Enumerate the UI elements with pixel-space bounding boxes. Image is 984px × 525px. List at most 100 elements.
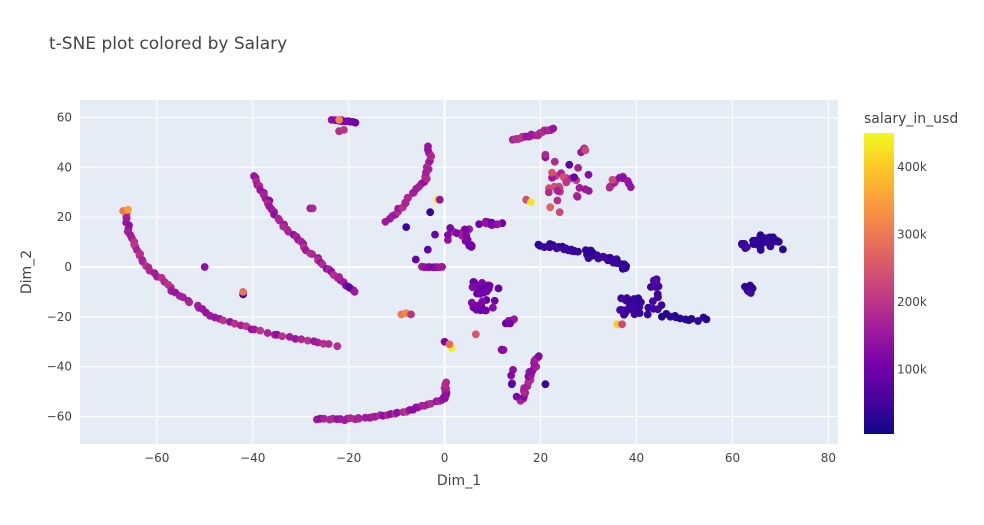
y-tick-label: 20 — [57, 210, 72, 224]
data-point — [750, 236, 759, 245]
data-point — [625, 296, 634, 305]
data-point — [584, 254, 593, 262]
data-point — [426, 208, 435, 217]
colorbar-tick-label: 300k — [897, 227, 927, 241]
y-tick-label: −20 — [47, 310, 72, 324]
data-point — [548, 168, 556, 177]
data-point — [617, 305, 625, 314]
data-point — [574, 163, 582, 172]
data-point — [550, 157, 559, 166]
data-point — [562, 178, 571, 187]
x-tick-label: 80 — [821, 451, 836, 465]
data-point — [219, 316, 228, 325]
data-point — [308, 250, 316, 258]
data-point — [402, 223, 411, 231]
data-point — [494, 284, 503, 293]
data-point — [621, 264, 630, 272]
data-point — [335, 116, 343, 124]
data-point — [553, 196, 562, 205]
data-point — [565, 160, 574, 169]
data-point — [278, 332, 287, 341]
axis-ticks: −60 −40 −20 0 20 40 60 80 −60 −40 −20 0 20 40 60 — [47, 110, 836, 465]
data-point — [702, 315, 711, 324]
colorbar-tick-label: 400k — [897, 160, 927, 174]
data-point — [481, 306, 490, 315]
y-axis-title: Dim_2 — [19, 250, 35, 294]
data-point — [643, 310, 652, 319]
colorbar-title: salary_in_usd — [864, 111, 958, 127]
colorbar — [864, 133, 894, 434]
data-point — [445, 340, 454, 349]
chart-title: t-SNE plot colored by Salary — [49, 34, 288, 54]
data-point — [124, 205, 132, 214]
data-point — [411, 255, 420, 264]
data-point — [549, 124, 558, 133]
data-point — [438, 262, 446, 271]
data-point — [339, 125, 348, 134]
data-point — [351, 118, 360, 127]
data-point — [185, 298, 194, 307]
data-point — [771, 236, 780, 245]
data-point — [527, 198, 535, 207]
data-point — [475, 220, 483, 228]
data-point — [763, 238, 771, 247]
data-point — [493, 220, 502, 229]
data-point — [354, 414, 363, 423]
data-point — [534, 352, 543, 361]
data-point — [424, 142, 432, 151]
data-point — [431, 230, 439, 239]
data-point — [649, 297, 657, 306]
data-point — [540, 243, 549, 251]
data-point — [657, 301, 666, 309]
x-tick-label: 60 — [725, 451, 740, 465]
data-point — [624, 304, 633, 313]
data-point — [584, 170, 593, 179]
plot-background — [80, 100, 838, 444]
data-point — [324, 340, 333, 348]
data-point — [626, 183, 635, 191]
data-point — [407, 310, 415, 319]
data-point — [473, 301, 482, 310]
data-point — [635, 309, 644, 317]
data-point — [584, 186, 593, 195]
colorbar-ticks: 100k 200k 300k 400k — [897, 160, 927, 377]
data-point — [468, 283, 477, 292]
x-axis-title: Dim_1 — [437, 473, 481, 489]
data-point — [256, 326, 265, 335]
x-tick-label: 20 — [533, 451, 548, 465]
data-point — [178, 293, 187, 302]
data-point — [512, 392, 521, 401]
data-point — [435, 195, 444, 204]
data-point — [541, 380, 550, 389]
y-tick-label: −40 — [47, 360, 72, 374]
data-point — [544, 188, 553, 197]
data-points — [119, 116, 787, 425]
data-point — [649, 304, 658, 313]
colorbar-tick-label: 100k — [897, 363, 927, 377]
x-tick-label: −20 — [336, 451, 361, 465]
data-point — [471, 330, 480, 339]
data-point — [333, 342, 342, 351]
data-point — [462, 231, 471, 240]
data-point — [499, 345, 508, 354]
x-tick-label: −60 — [144, 451, 169, 465]
data-point — [350, 287, 359, 296]
data-point — [308, 204, 317, 213]
data-point — [687, 314, 696, 323]
data-point — [618, 320, 626, 329]
x-tick-label: 0 — [441, 451, 449, 465]
x-tick-label: 40 — [629, 451, 644, 465]
colorbar-tick-label: 200k — [897, 295, 927, 309]
data-point — [263, 329, 272, 337]
data-point — [546, 203, 555, 212]
data-point — [573, 192, 582, 201]
data-point — [297, 335, 306, 344]
data-point — [651, 283, 660, 291]
data-point — [423, 245, 432, 254]
data-point — [553, 186, 562, 195]
data-point — [476, 289, 485, 298]
data-point — [742, 243, 751, 251]
data-point — [694, 317, 702, 325]
data-point — [654, 293, 662, 302]
